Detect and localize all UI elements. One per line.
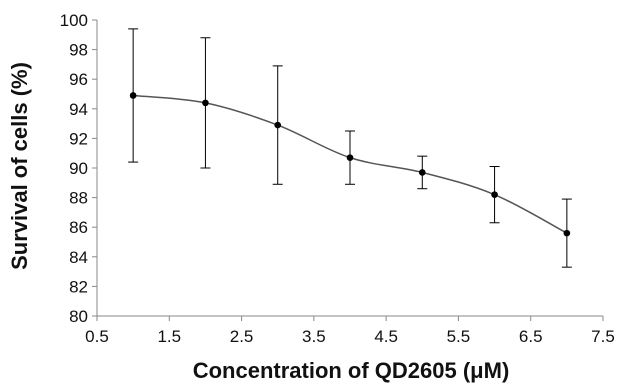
x-tick-label: 7.5 — [591, 327, 615, 346]
x-tick-label: 0.5 — [85, 327, 109, 346]
data-point — [418, 169, 426, 176]
x-axis-title: Concentration of QD2605 (μM) — [193, 358, 510, 383]
y-tick-label: 94 — [69, 100, 88, 119]
x-tick-label: 2.5 — [230, 327, 254, 346]
x-tick-label: 6.5 — [519, 327, 543, 346]
x-tick-label: 1.5 — [157, 327, 181, 346]
y-tick-label: 96 — [69, 70, 88, 89]
data-point — [563, 229, 571, 237]
x-tick-label: 4.5 — [374, 327, 398, 346]
data-point — [346, 154, 354, 161]
y-tick-label: 86 — [69, 218, 88, 237]
x-tick-label: 5.5 — [447, 327, 471, 346]
y-tick-label: 82 — [69, 277, 88, 296]
y-tick-label: 88 — [69, 189, 88, 208]
data-points — [129, 92, 571, 237]
data-point — [202, 99, 209, 107]
y-tick-label: 84 — [69, 248, 88, 267]
axes — [92, 19, 604, 321]
y-tick-label: 80 — [69, 307, 88, 326]
data-point — [274, 121, 282, 129]
x-tick-labels: 0.5 1.5 2.5 3.5 4.5 5.5 6.5 7.5 — [85, 327, 615, 346]
data-point — [491, 191, 498, 198]
x-tick-label: 3.5 — [302, 327, 326, 346]
y-tick-label: 92 — [69, 129, 88, 148]
y-tick-label: 98 — [69, 41, 88, 60]
data-point — [129, 92, 137, 99]
y-tick-labels: 80 82 84 86 88 90 92 94 96 98 100 — [60, 11, 88, 326]
y-axis-title: Survival of cells (%) — [7, 62, 32, 270]
y-tick-label: 100 — [60, 11, 88, 30]
error-bars — [128, 28, 572, 268]
y-tick-label: 90 — [69, 159, 88, 178]
